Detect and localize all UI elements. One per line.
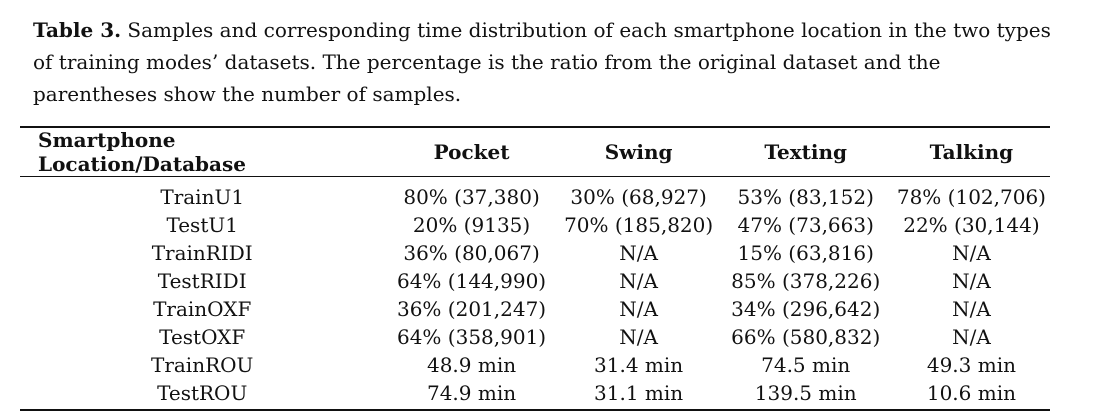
cell-texting: 74.5 min xyxy=(761,353,851,377)
table-row: TestROU 74.9 min 31.1 min 139.5 min 10.6… xyxy=(20,379,1050,411)
caption-text: Samples and corresponding time distribut… xyxy=(33,18,1051,106)
table-row: TrainROU 48.9 min 31.4 min 74.5 min 49.3… xyxy=(20,351,1050,379)
cell-talking: N/A xyxy=(952,297,991,321)
cell-pocket: 36% (201,247) xyxy=(396,297,547,321)
table-row: TrainU1 80% (37,380) 30% (68,927) 53% (8… xyxy=(20,177,1050,212)
cell-dataset: TestROU xyxy=(20,379,385,411)
cell-texting: 139.5 min xyxy=(718,379,893,411)
cell-dataset: TrainROU xyxy=(150,353,254,377)
cell-swing: N/A xyxy=(619,297,658,321)
cell-pocket: 20% (9135) xyxy=(412,213,531,237)
table-row: TestOXF 64% (358,901) N/A 66% (580,832) … xyxy=(20,323,1050,351)
cell-swing: N/A xyxy=(619,325,658,349)
table-row: TestRIDI 64% (144,990) N/A 85% (378,226)… xyxy=(20,267,1050,295)
table-row: TestU1 20% (9135) 70% (185,820) 47% (73,… xyxy=(20,211,1050,239)
cell-dataset: TestRIDI xyxy=(157,269,247,293)
cell-dataset: TestU1 xyxy=(166,213,238,237)
cell-pocket: 48.9 min xyxy=(426,353,517,377)
table-caption: Table 3. Samples and corresponding time … xyxy=(33,14,1063,110)
cell-texting: 47% (73,663) xyxy=(737,213,874,237)
table-row: TrainOXF 36% (201,247) N/A 34% (296,642)… xyxy=(20,295,1050,323)
header-pocket: Pocket xyxy=(384,126,559,177)
cell-talking: 49.3 min xyxy=(926,353,1016,377)
cell-texting: 15% (63,816) xyxy=(737,241,874,265)
cell-swing: 70% (185,820) xyxy=(564,213,714,237)
caption-label: Table 3. xyxy=(33,18,122,42)
cell-texting: 53% (83,152) xyxy=(737,185,874,209)
header-talking: Talking xyxy=(892,126,1050,177)
header-row: Smartphone Location/Database Pocket Swin… xyxy=(20,126,1050,177)
cell-talking: N/A xyxy=(952,325,991,349)
header-location: Smartphone Location/Database xyxy=(20,126,385,177)
cell-pocket: 64% (144,990) xyxy=(396,269,547,293)
cell-pocket: 74.9 min xyxy=(384,379,559,411)
cell-swing: N/A xyxy=(619,269,658,293)
cell-talking: 22% (30,144) xyxy=(903,213,1040,237)
cell-talking: N/A xyxy=(952,241,991,265)
cell-texting: 85% (378,226) xyxy=(731,269,881,293)
cell-texting: 66% (580,832) xyxy=(731,325,881,349)
cell-pocket: 36% (80,067) xyxy=(403,241,540,265)
cell-talking: N/A xyxy=(952,269,991,293)
cell-dataset: TrainU1 xyxy=(160,185,245,209)
cell-dataset: TestOXF xyxy=(159,325,246,349)
header-swing: Swing xyxy=(558,126,719,177)
cell-swing: 30% (68,927) xyxy=(570,185,707,209)
cell-dataset: TrainRIDI xyxy=(151,241,253,265)
cell-talking: 78% (102,706) xyxy=(896,185,1046,209)
cell-pocket: 80% (37,380) xyxy=(403,185,540,209)
cell-dataset: TrainOXF xyxy=(153,297,252,321)
table-row: TrainRIDI 36% (80,067) N/A 15% (63,816) … xyxy=(20,239,1050,267)
cell-texting: 34% (296,642) xyxy=(731,297,881,321)
cell-swing: 31.1 min xyxy=(558,379,719,411)
cell-swing: 31.4 min xyxy=(594,353,684,377)
cell-pocket: 64% (358,901) xyxy=(396,325,547,349)
header-texting: Texting xyxy=(718,126,893,177)
cell-talking: 10.6 min xyxy=(892,379,1050,411)
data-table: Smartphone Location/Database Pocket Swin… xyxy=(20,126,1050,411)
cell-swing: N/A xyxy=(619,241,658,265)
